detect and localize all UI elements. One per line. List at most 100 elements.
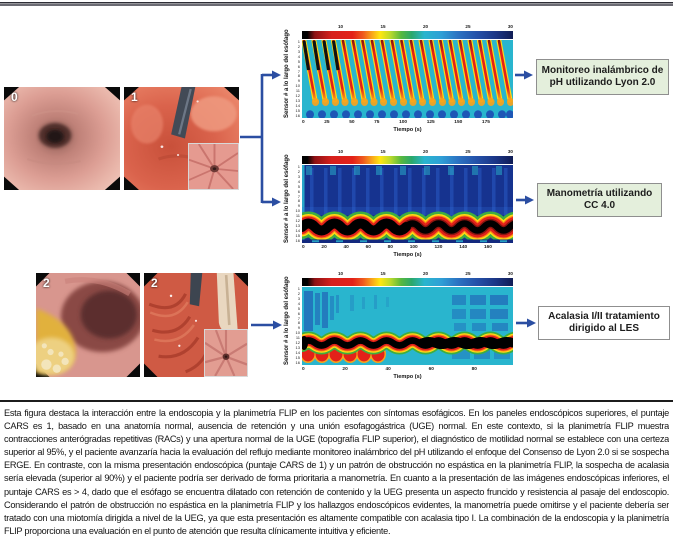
endoscopy-frame-label: 0: [11, 90, 18, 104]
endoscopy-image-egj-normal: 1: [124, 87, 239, 190]
tick-label: 3: [297, 173, 300, 179]
tick-label: 60: [428, 367, 434, 372]
tick-label: 75: [374, 120, 380, 125]
tick-label: 9: [297, 325, 300, 331]
tick-label: 9: [297, 203, 300, 209]
x-axis-ticks: 0 20 40 60 80 100 120 140 160: [302, 245, 492, 251]
y-axis-ticks: 1 2 3 4 5 6 7 8 9 10 11 12 13 14 15 16: [283, 40, 300, 118]
tick-label: 25: [324, 120, 330, 125]
tick-label: 25: [465, 149, 471, 154]
tick-label: 80: [387, 245, 393, 250]
egj-inset-art: [189, 144, 238, 189]
tick-label: 5: [297, 305, 300, 311]
tick-label: 10: [338, 24, 344, 29]
tick-label: 20: [422, 24, 429, 29]
tick-label: 20: [321, 245, 327, 250]
tick-label: 0: [302, 245, 305, 250]
flip-heatmap-achalasia: [302, 287, 513, 365]
tick-label: 30: [507, 271, 513, 276]
tick-label: 8: [297, 198, 300, 204]
flip-colorbar: [302, 31, 513, 39]
tick-label: 8: [297, 73, 300, 79]
tick-label: 10: [295, 83, 300, 89]
tick-label: 10: [295, 330, 300, 336]
endoscopy-image-egj-puckered: 2: [144, 273, 248, 377]
tick-label: 1: [297, 164, 300, 169]
egj-retroflexed-inset: [204, 329, 248, 377]
recommendation-label: Acalasia I/II tratamiento dirigido al LE…: [548, 310, 660, 335]
tick-label: 11: [295, 88, 300, 94]
recommendation-box-manometry: Manometría utilizando CC 4.0: [537, 183, 662, 217]
tick-label: 6: [297, 63, 300, 69]
tick-label: 20: [342, 367, 348, 372]
x-axis-label: Tiempo (s): [393, 127, 422, 133]
tick-label: 125: [426, 120, 435, 125]
tick-label: 30: [507, 149, 513, 154]
colorbar-ticks: 10 15 20 25 30: [302, 24, 513, 30]
tick-label: 100: [399, 120, 408, 125]
tick-label: 11: [295, 335, 300, 341]
flip-colorbar: [302, 156, 513, 164]
tick-label: 0: [302, 367, 305, 372]
tick-label: 4: [297, 178, 300, 184]
tick-label: 15: [380, 149, 386, 154]
figure-caption: Esta figura destaca la interacción entre…: [4, 408, 669, 536]
x-axis-label: Tiempo (s): [393, 252, 422, 258]
tick-label: 100: [409, 245, 418, 250]
endoscopy-image-normal-esophagus: 0: [4, 87, 120, 190]
recommendation-label: Monitoreo inalámbrico de pH utilizando L…: [541, 64, 664, 89]
tick-label: 120: [434, 245, 443, 250]
tick-label: 40: [343, 245, 349, 250]
tick-label: 12: [295, 340, 300, 346]
tick-label: 60: [365, 245, 371, 250]
recommendation-box-achalasia-treatment: Acalasia I/II tratamiento dirigido al LE…: [538, 306, 670, 340]
tick-label: 160: [483, 245, 492, 250]
tick-label: 16: [295, 359, 300, 365]
colorbar-ticks: 10 15 20 25 30: [302, 149, 513, 155]
tick-label: 150: [454, 120, 463, 125]
top-rule: [0, 2, 673, 6]
tick-label: 7: [297, 193, 300, 199]
tick-label: 175: [481, 120, 490, 125]
tick-label: 15: [380, 271, 386, 276]
endoscopy-image-dilated-retention: 2: [36, 273, 140, 377]
tick-label: 14: [295, 349, 300, 355]
endoscopy-art-0: [4, 87, 120, 190]
flip-heatmap-racs: [302, 40, 513, 118]
tick-label: 40: [385, 367, 391, 372]
recommendation-label: Manometría utilizando CC 4.0: [546, 187, 653, 212]
flip-heatmap-obstruction: [302, 165, 513, 243]
tick-label: 2: [297, 43, 300, 49]
tick-label: 5: [297, 183, 300, 189]
tick-label: 25: [465, 271, 471, 276]
tick-label: 1: [297, 286, 300, 291]
y-axis-ticks: 1 2 3 4 5 6 7 8 9 10 11 12 13 14 15 16: [283, 165, 300, 243]
tick-label: 80: [471, 367, 477, 372]
tick-label: 2: [297, 290, 300, 296]
tick-label: 15: [380, 24, 386, 29]
tick-label: 12: [295, 218, 300, 224]
tick-label: 13: [295, 345, 300, 351]
endoscopy-frame-label: 1: [131, 90, 138, 104]
tick-label: 30: [507, 24, 513, 29]
endoscopy-frame-label: 2: [43, 276, 50, 290]
tick-label: 12: [295, 93, 300, 99]
tick-label: 7: [297, 315, 300, 321]
tick-label: 10: [338, 271, 344, 276]
flip-heatmap-svg: [302, 287, 513, 365]
tick-label: 5: [297, 58, 300, 64]
tick-label: 15: [295, 232, 300, 238]
tick-label: 4: [297, 300, 300, 306]
tick-label: 10: [295, 208, 300, 214]
tick-label: 1: [297, 39, 300, 44]
tick-label: 10: [338, 149, 344, 154]
tick-label: 4: [297, 53, 300, 59]
tick-label: 9: [297, 78, 300, 84]
tick-label: 6: [297, 310, 300, 316]
tick-label: 14: [295, 102, 300, 108]
tick-label: 7: [297, 68, 300, 74]
endoscopy-art-2a: [36, 273, 140, 377]
tick-label: 16: [295, 112, 300, 118]
tick-label: 15: [295, 107, 300, 113]
